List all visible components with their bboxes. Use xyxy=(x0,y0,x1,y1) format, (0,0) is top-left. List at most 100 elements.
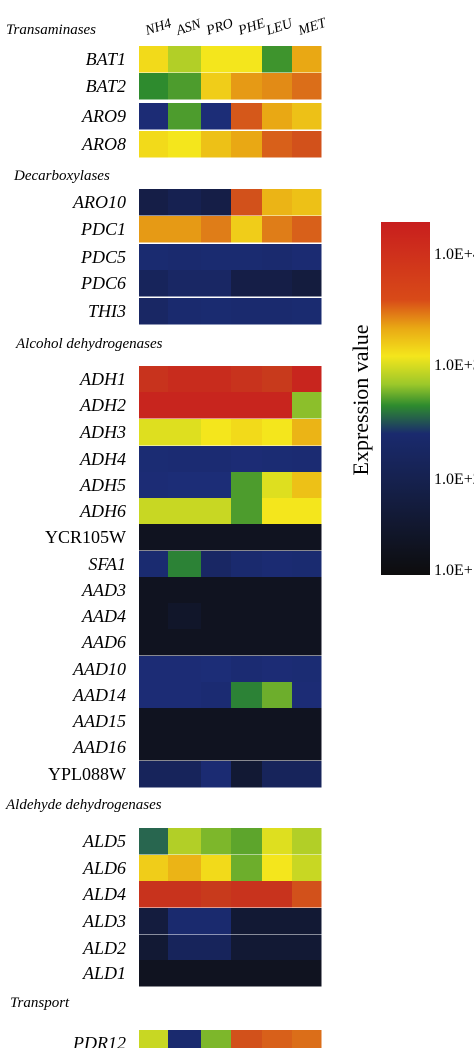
cell-ycr105w-met xyxy=(292,524,322,551)
cell-aad3-phe xyxy=(231,577,264,604)
cell-thi3-met xyxy=(292,298,322,325)
cell-adh1-pro xyxy=(201,366,233,393)
cell-adh5-asn xyxy=(168,472,203,499)
cell-aad4-nh4 xyxy=(139,603,170,630)
cell-adh6-met xyxy=(292,498,322,525)
cell-aad10-asn xyxy=(168,656,203,683)
cell-aad15-met xyxy=(292,708,322,735)
cell-pdc5-phe xyxy=(231,244,264,271)
cell-sfa1-met xyxy=(292,551,322,578)
cell-ypl088w-leu xyxy=(262,761,294,788)
cell-bat1-met xyxy=(292,46,322,73)
cell-pdc6-pro xyxy=(201,270,233,297)
cell-adh4-asn xyxy=(168,446,203,473)
cell-ald2-nh4 xyxy=(139,935,170,962)
cell-ald5-nh4 xyxy=(139,828,170,855)
row-label-adh5: ADH5 xyxy=(79,475,126,495)
cell-ald2-pro xyxy=(201,935,233,962)
cell-aro9-met xyxy=(292,103,322,130)
row-label-ald2: ALD2 xyxy=(82,938,126,958)
section-label-transport: Transport xyxy=(10,995,70,1011)
cell-pdc5-leu xyxy=(262,244,294,271)
row-label-ald3: ALD3 xyxy=(82,911,126,931)
row-label-pdc1: PDC1 xyxy=(80,219,126,239)
row-label-bat2: BAT2 xyxy=(86,76,126,96)
cell-ald2-phe xyxy=(231,935,264,962)
cell-ald5-leu xyxy=(262,828,294,855)
cell-adh4-phe xyxy=(231,446,264,473)
cell-adh3-pro xyxy=(201,419,233,446)
cell-ald2-leu xyxy=(262,935,294,962)
cell-aad10-leu xyxy=(262,656,294,683)
cell-bat2-phe xyxy=(231,73,264,100)
heatmap-cells xyxy=(139,46,322,1048)
row-label-adh3: ADH3 xyxy=(79,422,126,442)
cell-ycr105w-nh4 xyxy=(139,524,170,551)
cell-ald4-met xyxy=(292,881,322,908)
cell-ypl088w-met xyxy=(292,761,322,788)
cell-pdc5-asn xyxy=(168,244,203,271)
row-label-aad10: AAD10 xyxy=(72,659,126,679)
cell-ald4-asn xyxy=(168,881,203,908)
cell-adh2-pro xyxy=(201,392,233,419)
row-label-aro8: ARO8 xyxy=(81,134,126,154)
cell-aad6-phe xyxy=(231,629,264,656)
cell-aro10-asn xyxy=(168,189,203,216)
cell-ald4-pro xyxy=(201,881,233,908)
cell-aad16-met xyxy=(292,734,322,761)
cell-pdc6-phe xyxy=(231,270,264,297)
cell-pdc1-nh4 xyxy=(139,216,170,243)
cell-adh6-nh4 xyxy=(139,498,170,525)
cell-aad3-nh4 xyxy=(139,577,170,604)
cell-adh4-met xyxy=(292,446,322,473)
cell-ald1-asn xyxy=(168,960,203,987)
cell-pdc1-phe xyxy=(231,216,264,243)
cell-bat1-leu xyxy=(262,46,294,73)
cell-thi3-leu xyxy=(262,298,294,325)
cell-ald1-phe xyxy=(231,960,264,987)
cell-pdc6-asn xyxy=(168,270,203,297)
cell-ald4-leu xyxy=(262,881,294,908)
cell-ycr105w-phe xyxy=(231,524,264,551)
cell-aad14-pro xyxy=(201,682,233,709)
cell-aro9-nh4 xyxy=(139,103,170,130)
cell-aro9-pro xyxy=(201,103,233,130)
cell-bat1-phe xyxy=(231,46,264,73)
cell-aro10-phe xyxy=(231,189,264,216)
cell-ald2-met xyxy=(292,935,322,962)
cell-pdc6-met xyxy=(292,270,322,297)
cell-adh2-nh4 xyxy=(139,392,170,419)
cell-ald3-pro xyxy=(201,908,233,935)
cell-ycr105w-asn xyxy=(168,524,203,551)
cell-aad3-met xyxy=(292,577,322,604)
cell-ald1-pro xyxy=(201,960,233,987)
cell-adh6-leu xyxy=(262,498,294,525)
row-label-bat1: BAT1 xyxy=(86,49,126,69)
cell-adh6-asn xyxy=(168,498,203,525)
cell-bat1-asn xyxy=(168,46,203,73)
row-label-aad3: AAD3 xyxy=(81,580,126,600)
row-label-aad15: AAD15 xyxy=(72,711,126,731)
cell-bat1-pro xyxy=(201,46,233,73)
column-label-pro: PRO xyxy=(204,16,235,39)
cell-ald1-met xyxy=(292,960,322,987)
cell-ald5-pro xyxy=(201,828,233,855)
row-label-aro10: ARO10 xyxy=(72,192,126,212)
cell-adh2-leu xyxy=(262,392,294,419)
cell-pdc5-met xyxy=(292,244,322,271)
cell-sfa1-phe xyxy=(231,551,264,578)
row-label-aro9: ARO9 xyxy=(81,106,126,126)
cell-ald1-nh4 xyxy=(139,960,170,987)
cell-aad4-phe xyxy=(231,603,264,630)
cell-ald6-met xyxy=(292,855,322,882)
cell-adh5-leu xyxy=(262,472,294,499)
cell-aro8-asn xyxy=(168,131,203,158)
cell-ald5-met xyxy=(292,828,322,855)
cell-bat2-asn xyxy=(168,73,203,100)
cell-ald3-leu xyxy=(262,908,294,935)
cell-pdr12-met xyxy=(292,1030,322,1048)
cell-aro8-met xyxy=(292,131,322,158)
cell-aad4-asn xyxy=(168,603,203,630)
row-label-aad16: AAD16 xyxy=(72,737,126,757)
